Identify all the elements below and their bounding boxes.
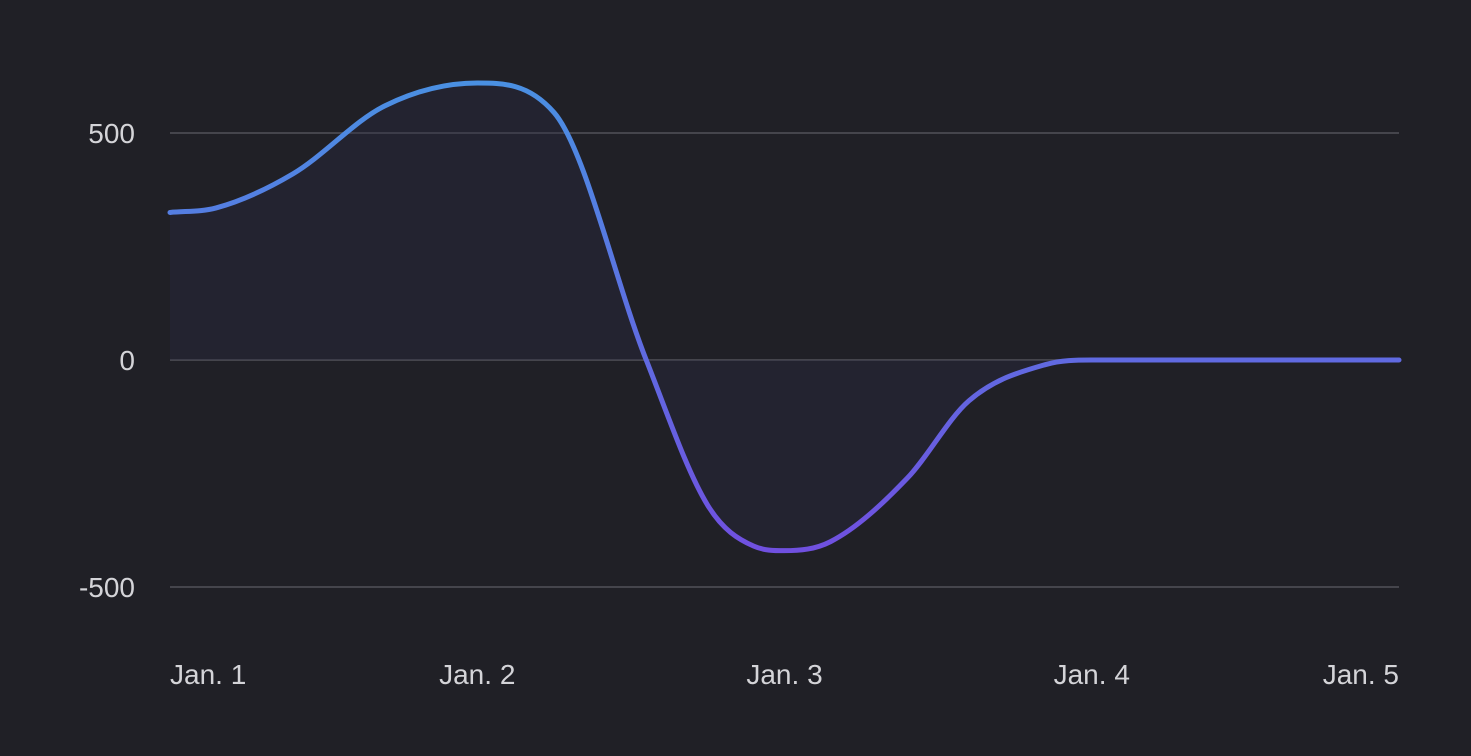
y-tick-label: 0 <box>119 345 135 376</box>
x-tick-label: Jan. 3 <box>746 659 822 690</box>
x-tick-label: Jan. 2 <box>439 659 515 690</box>
x-tick-label: Jan. 5 <box>1323 659 1399 690</box>
series-lines <box>167 80 1402 554</box>
series-area <box>170 83 1399 551</box>
x-tick-label: Jan. 4 <box>1054 659 1130 690</box>
series-area-fill <box>170 83 1399 551</box>
x-axis-ticks: Jan. 1 Jan. 2 Jan. 3 Jan. 4 Jan. 5 <box>170 659 1399 690</box>
series-line <box>167 80 1402 554</box>
y-axis-ticks: -500 0 500 <box>79 118 135 603</box>
y-tick-label: -500 <box>79 572 135 603</box>
y-tick-label: 500 <box>88 118 135 149</box>
x-tick-label: Jan. 1 <box>170 659 246 690</box>
